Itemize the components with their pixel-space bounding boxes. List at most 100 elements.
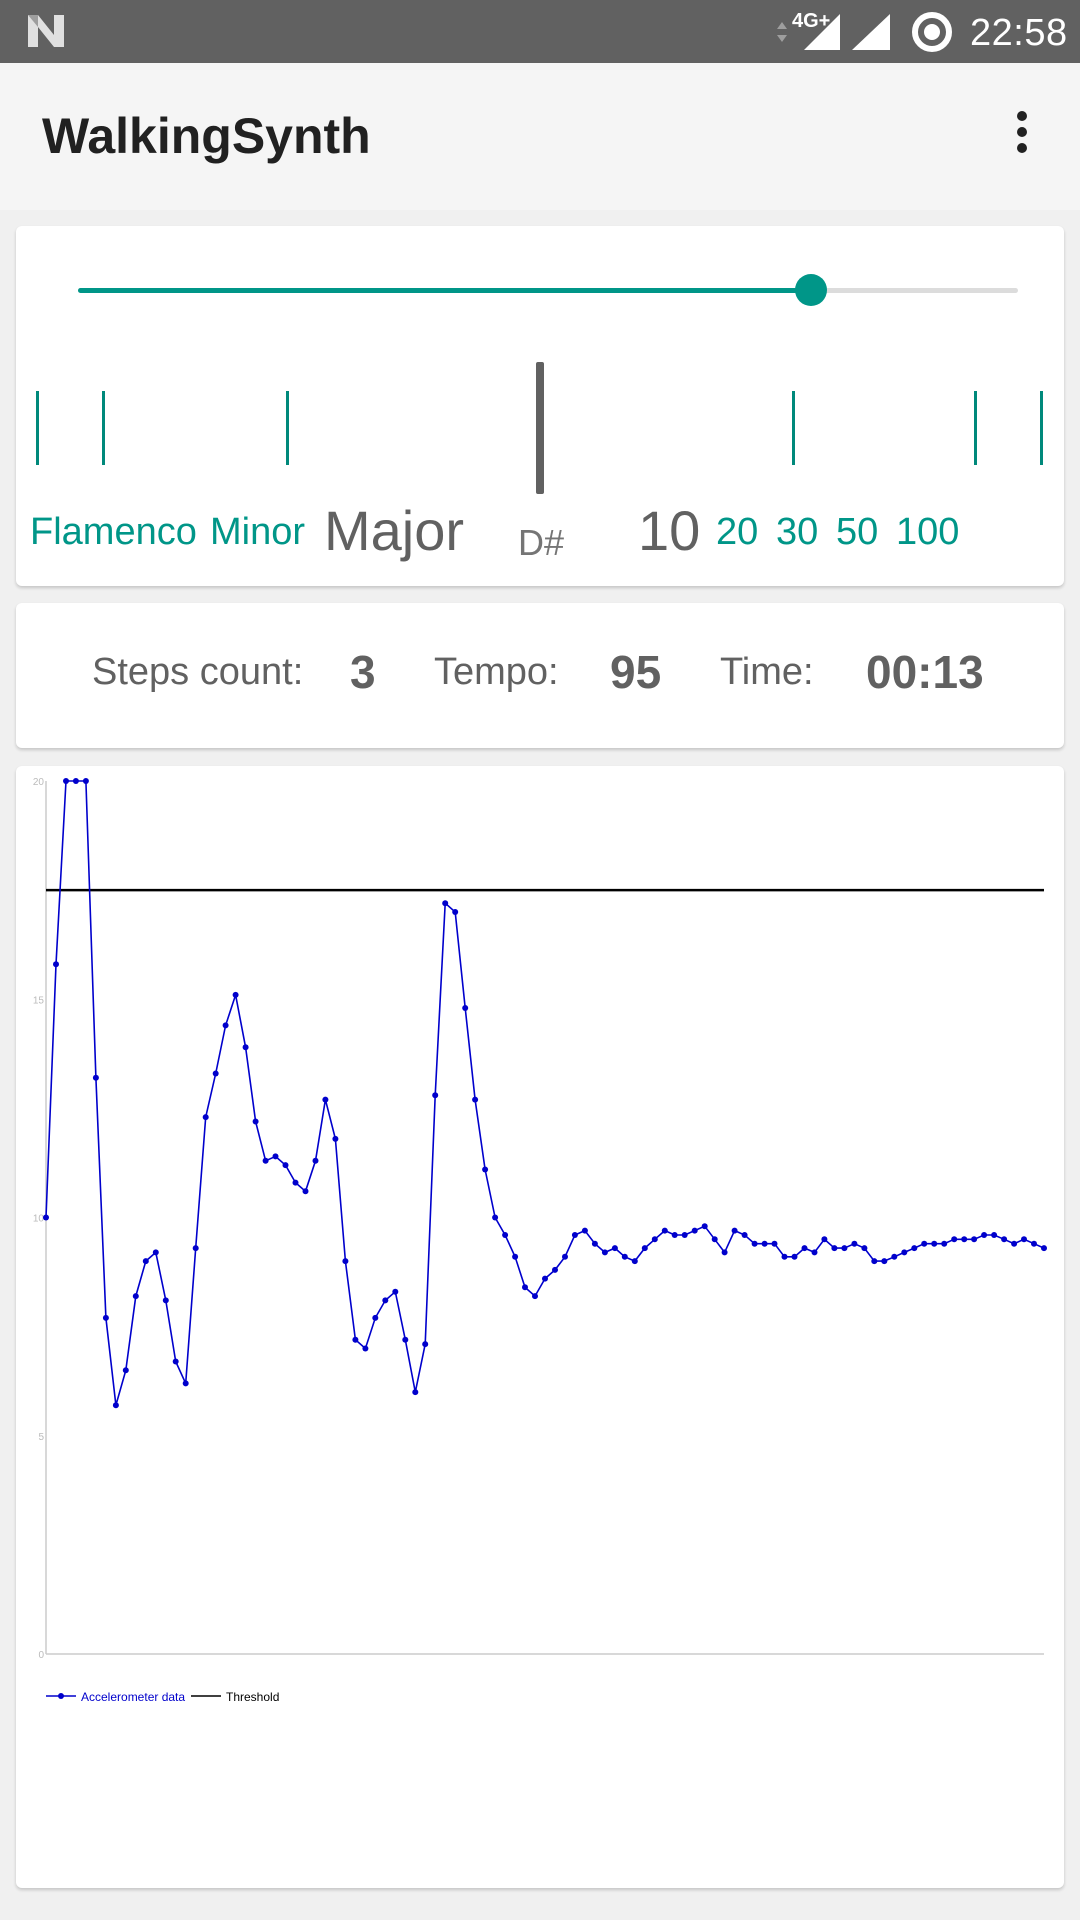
data-point [142,1258,149,1265]
data-point [1021,1236,1027,1243]
data-point [631,1258,638,1265]
cell-signal-icon [852,14,890,50]
data-point [132,1293,139,1300]
data-point [801,1245,808,1252]
legend-threshold-label: Threshold [226,1690,279,1704]
tempo-value: 95 [610,646,662,698]
stats-card: Steps count: 3 Tempo: 95 Time: 00:13 [16,603,1064,748]
data-point [991,1232,998,1238]
y-tick-label: 20 [33,777,45,788]
data-point [901,1249,908,1256]
data-point [611,1245,618,1252]
data-point [731,1227,738,1234]
scale-tick [36,391,39,465]
data-point [621,1253,628,1260]
scale-flamenco[interactable]: Flamenco [30,511,197,553]
data-point [492,1214,499,1221]
more-vert-icon[interactable] [1010,111,1034,161]
data-point [412,1389,419,1396]
data-point [282,1162,289,1169]
data-point [292,1179,299,1186]
data-point [502,1232,509,1238]
data-point [661,1227,668,1234]
data-point [252,1118,259,1125]
speed-50[interactable]: 50 [836,511,879,553]
accelerometer-line [45,780,1045,1406]
data-point [821,1236,828,1243]
data-point [981,1232,988,1238]
data-point [761,1240,768,1247]
data-point [671,1232,678,1238]
scale-tick [102,391,105,465]
data-point [53,961,59,968]
steps-label: Steps count: [92,651,304,693]
data-point [791,1253,798,1260]
scale-tick [792,391,795,465]
tempo-label: Tempo: [434,651,559,693]
scale-major[interactable]: Major [324,499,465,562]
data-point [402,1336,409,1343]
data-point [452,909,459,915]
data-point [222,1022,229,1029]
time-label: Time: [720,651,814,693]
data-point [961,1236,968,1243]
data-point [152,1249,159,1256]
data-point [921,1240,928,1247]
data-point [751,1240,758,1247]
slider-thumb[interactable] [795,274,828,306]
data-point [192,1245,199,1252]
time-value: 00:13 [866,646,984,698]
status-bar: 4G+ 22:58 [0,0,1080,63]
data-point [552,1266,558,1273]
data-point [1031,1240,1037,1247]
steps-value: 3 [350,646,376,698]
data-point [162,1297,169,1304]
speed-20[interactable]: 20 [716,511,759,553]
data-point [931,1240,938,1247]
data-point [861,1245,868,1252]
data-point [891,1253,898,1260]
speed-10[interactable]: 10 [638,499,701,562]
data-point [591,1240,598,1247]
data-point [422,1341,429,1348]
data-point [581,1227,588,1234]
chart-card: 0 5 10 15 20 Accelerometer data Threshold [16,766,1064,1888]
data-point [681,1232,688,1238]
data-point [771,1240,778,1247]
app-title: WalkingSynth [42,108,371,164]
data-point [472,1096,479,1103]
data-point [841,1245,848,1252]
data-point [871,1258,878,1265]
y-tick-label: 15 [33,995,45,1006]
data-point [522,1284,528,1291]
data-point [691,1227,698,1234]
data-point [651,1236,658,1243]
data-point [43,1214,49,1221]
speed-100[interactable]: 100 [896,511,960,553]
y-tick-label: 5 [38,1432,44,1443]
data-point [512,1253,519,1260]
y-tick-label: 10 [33,1214,45,1225]
accelerometer-chart: 0 5 10 15 20 Accelerometer data Threshold [33,777,1047,1704]
status-clock: 22:58 [970,12,1068,54]
signal-icon [804,14,840,50]
data-point [532,1293,538,1300]
data-point [851,1240,858,1247]
data-point [172,1358,179,1365]
data-point [242,1044,249,1051]
data-point [112,1402,119,1409]
data-point [92,1074,99,1081]
data-point [392,1288,399,1295]
data-point [352,1336,359,1343]
tempo-slider[interactable] [78,268,1018,312]
data-point [372,1314,379,1321]
data-point [462,1005,469,1011]
data-point [72,778,79,784]
data-point [1011,1240,1018,1247]
chart-legend: Accelerometer data Threshold [46,1690,279,1704]
network-type: 4G+ [792,10,831,32]
speed-30[interactable]: 30 [776,511,819,553]
scale-minor[interactable]: Minor [210,511,306,553]
data-point [182,1380,189,1387]
legend-accel-marker [58,1693,64,1699]
